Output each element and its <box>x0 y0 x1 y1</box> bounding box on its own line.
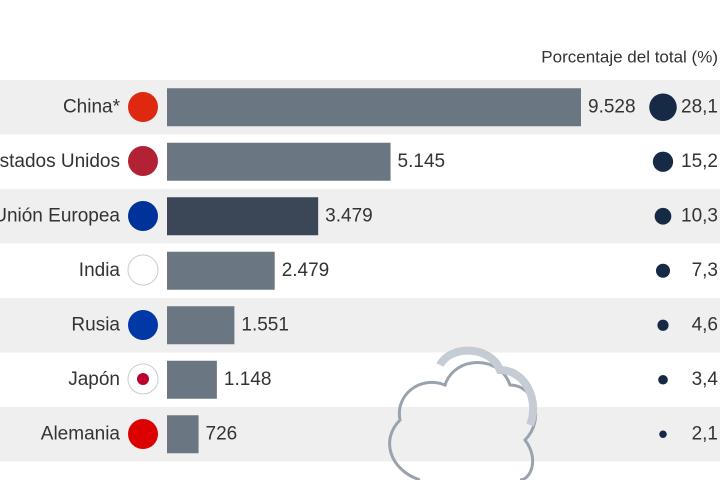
value-label: 9.528 <box>588 96 636 117</box>
column-header: Porcentaje del total (%) <box>541 47 718 66</box>
bar <box>167 306 235 345</box>
value-label: 2.479 <box>282 260 330 281</box>
share-label: 10,3 <box>681 205 718 226</box>
category-label: Unión Europea <box>0 205 120 226</box>
value-label: 3.479 <box>325 205 373 226</box>
category-label: Estados Unidos <box>0 151 120 172</box>
row-background <box>0 298 720 353</box>
share-label: 28,1 <box>681 96 718 117</box>
share-dot <box>659 430 667 439</box>
category-label: India <box>79 260 121 281</box>
value-label: 1.551 <box>241 314 289 335</box>
share-label: 4,6 <box>692 314 718 335</box>
share-dot <box>652 151 674 172</box>
value-label: 5.145 <box>398 151 446 172</box>
share-label: 3,4 <box>692 369 719 390</box>
share-label: 15,2 <box>681 151 718 172</box>
value-label: 1.148 <box>224 369 272 390</box>
flag <box>128 310 158 340</box>
share-dot <box>654 207 672 225</box>
flag <box>128 419 158 449</box>
cloud <box>388 361 538 482</box>
share-dot <box>655 263 671 278</box>
flag <box>137 373 149 385</box>
cloud-shadow <box>436 346 538 427</box>
flags <box>127 92 159 449</box>
row-background <box>0 407 720 462</box>
category-label: Japón <box>68 369 120 390</box>
flag <box>128 146 158 176</box>
share-label: 7,3 <box>692 260 718 281</box>
category-label: China* <box>63 96 121 117</box>
row-background <box>0 189 720 244</box>
share-dot <box>657 319 669 331</box>
bar <box>167 251 275 290</box>
flag <box>127 254 159 286</box>
bar <box>167 415 199 454</box>
flag <box>128 92 158 122</box>
bar <box>167 197 319 236</box>
category-label: Alemania <box>41 423 121 444</box>
cloud-icon <box>388 346 538 482</box>
share-dot <box>658 374 668 385</box>
bar <box>167 88 581 127</box>
share-label: 2,1 <box>692 423 718 444</box>
value-label: 726 <box>206 423 238 444</box>
flag <box>128 201 158 231</box>
share-dot <box>649 93 677 122</box>
bar <box>167 142 391 181</box>
category-label: Rusia <box>71 314 120 335</box>
bar <box>167 360 217 399</box>
